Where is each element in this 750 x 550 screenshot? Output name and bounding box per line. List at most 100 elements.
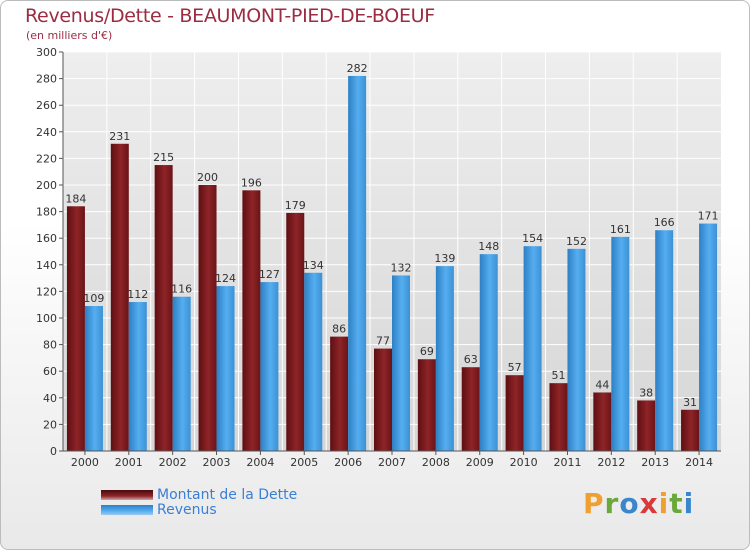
- data-label: 63: [464, 353, 478, 366]
- logo-letter: i: [683, 487, 695, 520]
- y-tick-label: 100: [36, 312, 57, 325]
- data-label: 139: [434, 252, 455, 265]
- data-label: 57: [508, 361, 522, 374]
- data-label: 152: [566, 235, 587, 248]
- y-tick-label: 160: [36, 232, 57, 245]
- y-tick-label: 120: [36, 285, 57, 298]
- logo-letter: P: [583, 487, 605, 520]
- bar-dette: [461, 367, 480, 451]
- bar-revenus: [435, 266, 454, 451]
- x-tick-label: 2011: [553, 456, 581, 469]
- data-label: 215: [153, 151, 174, 164]
- y-tick-label: 20: [43, 418, 57, 431]
- y-tick-label: 300: [36, 46, 57, 59]
- data-label: 154: [522, 232, 543, 245]
- data-label: 184: [65, 192, 86, 205]
- x-tick-label: 2007: [378, 456, 406, 469]
- data-label: 112: [127, 288, 148, 301]
- legend-swatch-dette: [101, 490, 153, 500]
- bar-revenus: [611, 236, 630, 451]
- data-label: 77: [376, 335, 390, 348]
- bar-revenus: [523, 246, 542, 451]
- legend-label-dette: Montant de la Dette: [157, 487, 298, 503]
- data-label: 44: [595, 378, 609, 391]
- proxiti-logo: Proxiti: [583, 487, 694, 520]
- legend-swatch-revenus: [101, 505, 153, 515]
- bar-revenus: [172, 296, 191, 451]
- y-tick-label: 260: [36, 99, 57, 112]
- bar-dette: [637, 400, 656, 451]
- y-tick-label: 80: [43, 339, 57, 352]
- bar-dette: [417, 359, 436, 451]
- x-tick-label: 2006: [334, 456, 362, 469]
- y-tick-label: 60: [43, 365, 57, 378]
- bar-revenus: [216, 286, 235, 451]
- logo-letter: o: [619, 487, 640, 520]
- bar-dette: [330, 336, 349, 451]
- data-label: 31: [683, 396, 697, 409]
- x-tick-label: 2005: [290, 456, 318, 469]
- chart-title: Revenus/Dette - BEAUMONT-PIED-DE-BOEUF: [25, 5, 435, 27]
- y-tick-label: 240: [36, 126, 57, 139]
- logo-letter: r: [604, 487, 620, 520]
- bar-revenus: [128, 302, 147, 451]
- x-tick-label: 2009: [466, 456, 494, 469]
- y-tick-label: 180: [36, 206, 57, 219]
- bar-dette: [242, 190, 261, 451]
- bar-revenus: [699, 223, 718, 451]
- bar-dette: [505, 375, 524, 451]
- bar-revenus: [260, 282, 279, 451]
- data-label: 282: [347, 62, 368, 75]
- data-label: 200: [197, 171, 218, 184]
- x-tick-label: 2010: [510, 456, 538, 469]
- bar-revenus: [304, 272, 323, 451]
- data-label: 69: [420, 345, 434, 358]
- y-tick-label: 200: [36, 179, 57, 192]
- data-label: 116: [171, 283, 192, 296]
- x-tick-label: 2004: [246, 456, 274, 469]
- bar-revenus: [567, 248, 586, 451]
- x-tick-label: 2003: [203, 456, 231, 469]
- x-tick-label: 2014: [685, 456, 713, 469]
- logo-letter: i: [658, 487, 670, 520]
- bar-revenus: [84, 306, 103, 451]
- data-label: 161: [610, 223, 631, 236]
- data-label: 196: [241, 176, 262, 189]
- x-tick-label: 2012: [597, 456, 625, 469]
- data-label: 148: [478, 240, 499, 253]
- data-label: 134: [303, 259, 324, 272]
- data-label: 51: [551, 369, 565, 382]
- bar-dette: [110, 143, 129, 451]
- x-tick-label: 2001: [115, 456, 143, 469]
- bar-dette: [549, 383, 568, 451]
- data-label: 179: [285, 199, 306, 212]
- data-label: 171: [698, 210, 719, 223]
- bar-revenus: [479, 254, 498, 451]
- bar-dette: [593, 392, 612, 451]
- data-label: 124: [215, 272, 236, 285]
- logo-letter: x: [639, 487, 659, 520]
- data-label: 38: [639, 386, 653, 399]
- x-tick-label: 2013: [641, 456, 669, 469]
- data-label: 231: [109, 130, 130, 143]
- data-label: 127: [259, 268, 280, 281]
- y-tick-label: 40: [43, 392, 57, 405]
- y-tick-label: 280: [36, 73, 57, 86]
- data-label: 86: [332, 323, 346, 336]
- x-tick-label: 2008: [422, 456, 450, 469]
- bar-dette: [286, 212, 305, 451]
- y-tick-label: 0: [50, 445, 57, 458]
- chart-subtitle: (en milliers d'€): [26, 29, 113, 42]
- logo-letter: t: [669, 487, 684, 520]
- x-tick-label: 2002: [159, 456, 187, 469]
- bar-revenus: [655, 230, 674, 451]
- bar-dette: [374, 348, 392, 451]
- y-tick-label: 140: [36, 259, 57, 272]
- bar-dette: [66, 206, 85, 451]
- data-label: 109: [83, 292, 104, 305]
- legend-label-revenus: Revenus: [157, 502, 217, 518]
- y-tick-label: 220: [36, 152, 57, 165]
- bar-revenus: [348, 75, 367, 451]
